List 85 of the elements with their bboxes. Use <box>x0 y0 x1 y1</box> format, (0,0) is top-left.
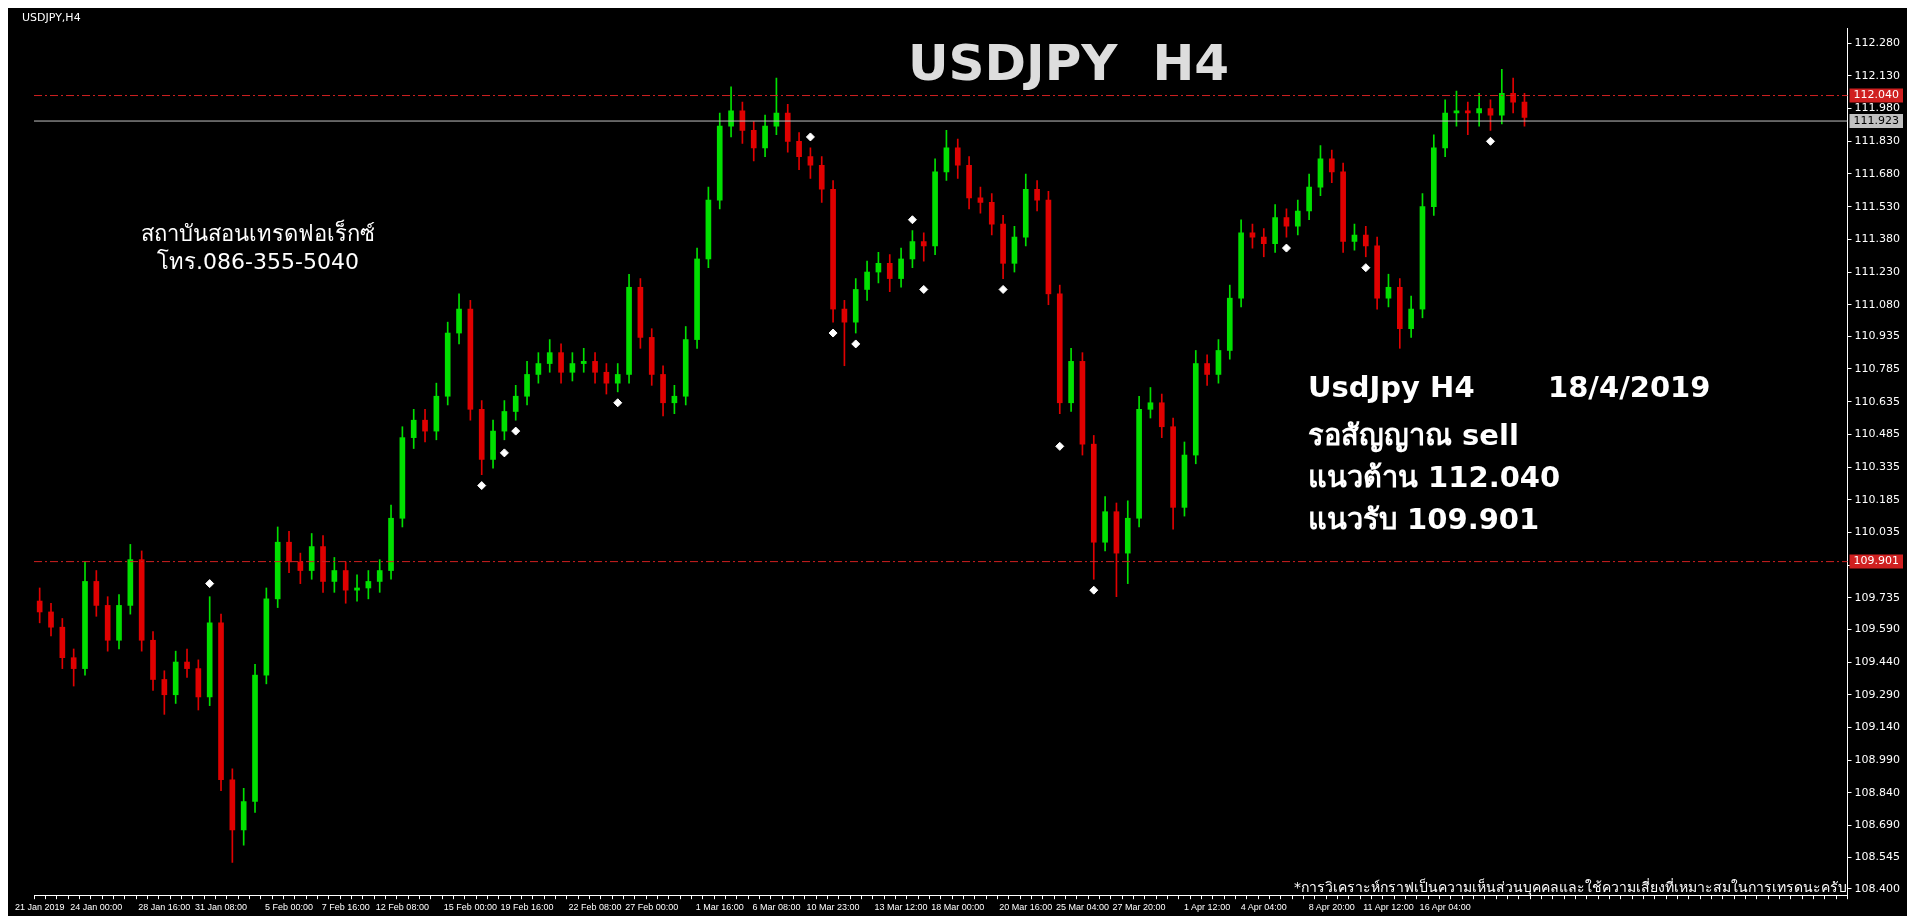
y-tick-label: 111.680 <box>1854 166 1901 180</box>
x-tick-label: 22 Feb 08:00 <box>568 902 622 913</box>
point <box>1361 263 1371 273</box>
chart-title: USDJPY H4 <box>908 34 1230 92</box>
x-tick-label: 27 Mar 20:00 <box>1112 902 1166 913</box>
point <box>205 579 215 589</box>
y-tick-label: 109.140 <box>1854 720 1901 734</box>
ref-line-label: 109.901 <box>1853 554 1900 568</box>
y-tick-label: 112.280 <box>1854 36 1901 50</box>
point <box>499 448 509 458</box>
point <box>1089 585 1099 595</box>
y-tick-label: 108.690 <box>1854 818 1901 832</box>
annotation: สถาบันสอนเทรดฟอเร็กซ์ <box>141 221 375 246</box>
candlestick <box>184 648 190 678</box>
point <box>613 398 623 408</box>
x-tick-label: 1 Mar 16:00 <box>695 902 744 913</box>
x-tick-label: 19 Feb 16:00 <box>500 902 554 913</box>
point <box>1055 441 1065 451</box>
point <box>1485 136 1495 146</box>
y-tick-label: 108.545 <box>1854 849 1901 863</box>
y-tick-label: 110.935 <box>1854 329 1901 343</box>
y-tick-label: 111.380 <box>1854 232 1901 246</box>
x-tick-label: 1 Apr 12:00 <box>1184 902 1231 913</box>
x-tick-label: 6 Mar 08:00 <box>752 902 801 913</box>
x-tick-label: 27 Feb 00:00 <box>625 902 679 913</box>
y-tick-label: 110.335 <box>1854 459 1901 473</box>
y-tick-label: 110.035 <box>1854 525 1901 539</box>
y-tick-label: 111.530 <box>1854 199 1901 213</box>
point <box>919 284 929 294</box>
x-tick-label: 25 Mar 04:00 <box>1055 902 1109 913</box>
annotation: แนวรับ 109.901 <box>1308 501 1540 538</box>
chart-subtitle: USDJPY,H4 <box>22 11 81 24</box>
y-tick-label: 111.830 <box>1854 134 1901 148</box>
candlestick <box>1476 93 1482 127</box>
candlestick <box>1464 101 1471 136</box>
x-tick-label: 7 Feb 16:00 <box>321 902 370 913</box>
annotation: UsdJpy H4 <box>1308 370 1475 404</box>
y-tick-label: 112.130 <box>1854 68 1901 82</box>
y-tick-label: 111.980 <box>1854 101 1901 115</box>
y-tick-label: 109.440 <box>1854 654 1901 668</box>
y-tick-label: 110.485 <box>1854 427 1901 441</box>
point <box>511 426 521 436</box>
point <box>1281 243 1291 253</box>
x-tick-label: 8 Apr 20:00 <box>1308 902 1355 913</box>
x-tick-label: 16 Apr 04:00 <box>1419 902 1471 913</box>
y-tick-label: 109.590 <box>1854 622 1901 636</box>
x-tick-label: 5 Feb 00:00 <box>265 902 314 913</box>
x-tick-label: 12 Feb 08:00 <box>375 902 429 913</box>
y-tick-label: 108.400 <box>1854 881 1901 895</box>
candlestick <box>920 232 927 262</box>
x-tick-label: 13 Mar 12:00 <box>874 902 928 913</box>
candlestick <box>1260 228 1267 258</box>
y-tick-label: 110.785 <box>1854 361 1901 375</box>
x-tick-label: 20 Mar 16:00 <box>999 902 1053 913</box>
y-tick-label: 108.990 <box>1854 752 1901 766</box>
y-tick-label: 110.635 <box>1854 394 1901 408</box>
y-tick-label: 109.735 <box>1854 590 1901 604</box>
x-tick-label: 15 Feb 00:00 <box>443 902 497 913</box>
ref-line-label: 112.040 <box>1853 88 1900 102</box>
x-tick-label: 31 Jan 08:00 <box>195 902 248 913</box>
point <box>805 132 815 142</box>
y-tick-label: 109.290 <box>1854 687 1901 701</box>
point <box>907 215 917 225</box>
ref-line-label: 111.923 <box>1853 113 1900 127</box>
x-tick-label: 18 Mar 00:00 <box>931 902 985 913</box>
point <box>828 328 838 338</box>
x-tick-label: 28 Jan 16:00 <box>138 902 191 913</box>
candlestick <box>580 347 587 373</box>
point <box>477 481 487 491</box>
annotation: รอสัญญาณ sell <box>1308 417 1519 455</box>
point <box>998 284 1008 294</box>
y-tick-label: 111.080 <box>1854 297 1901 311</box>
x-tick-label: 11 Apr 12:00 <box>1363 902 1414 913</box>
x-tick-label: 24 Jan 00:00 <box>70 902 123 913</box>
annotation: *การวิเคราะห์กราฟเป็นความเห็นส่วนบุคคลและใช้ความเสี่ยงที่เหมาะสมในการเทรดนะครับ <box>1294 877 1847 897</box>
x-tick-label: 10 Mar 23:00 <box>806 902 860 913</box>
annotation: โทร.086-355-5040 <box>157 249 359 274</box>
annotation: 18/4/2019 <box>1548 370 1711 404</box>
x-tick-label: 21 Jan 2019 <box>14 902 65 913</box>
point <box>851 339 861 349</box>
y-tick-label: 111.230 <box>1854 264 1901 278</box>
x-tick-label: 4 Apr 04:00 <box>1240 902 1287 913</box>
y-tick-label: 108.840 <box>1854 785 1901 799</box>
y-tick-label: 110.185 <box>1854 492 1901 506</box>
annotation: แนวต้าน 112.040 <box>1308 459 1561 496</box>
